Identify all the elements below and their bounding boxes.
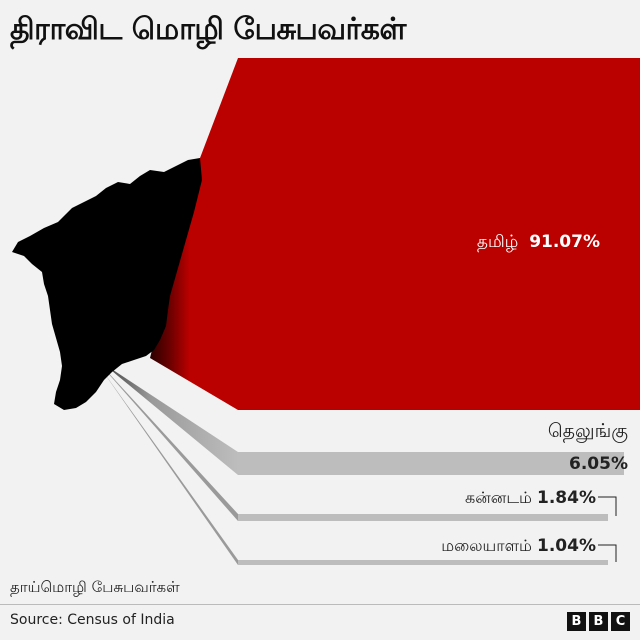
kannada-flow-link <box>104 368 238 521</box>
tamil-name: தமிழ் <box>476 232 519 252</box>
malayalam-leader-line <box>598 544 617 562</box>
kannada-label: கன்னடம் 1.84% <box>465 488 596 509</box>
kannada-value: 1.84% <box>537 488 596 508</box>
telugu-name: தெலுங்கு <box>547 420 628 442</box>
footer-divider <box>0 604 640 605</box>
flow-links <box>102 58 238 565</box>
bar-malayalam <box>238 560 608 565</box>
malayalam-flow-link <box>102 370 238 565</box>
malayalam-value: 1.04% <box>537 536 596 556</box>
bar-tamil <box>238 58 640 410</box>
bar-telugu <box>238 452 624 475</box>
bar-kannada <box>238 514 608 521</box>
malayalam-name: மலையாளம் <box>441 536 532 555</box>
source-note: Source: Census of India <box>10 612 175 628</box>
chart-title: திராவிட மொழி பேசுபவர்கள் <box>10 12 407 47</box>
bbc-logo: B B C <box>567 612 630 631</box>
kannada-leader-line <box>598 496 617 516</box>
logo-letter: B <box>589 612 608 631</box>
malayalam-label: மலையாளம் 1.04% <box>441 536 596 557</box>
tamil-label: தமிழ் 91.07% <box>477 232 600 254</box>
tamil-flow-link <box>150 58 238 410</box>
tamil-nadu-map-icon <box>12 158 202 410</box>
bars-layer <box>238 58 640 565</box>
footnote: தாய்மொழி பேசுபவர்கள் <box>10 578 180 596</box>
kannada-name: கன்னடம் <box>465 488 532 507</box>
logo-letter: C <box>611 612 630 631</box>
telugu-value: 6.05% <box>569 454 628 474</box>
tamil-value: 91.07% <box>529 232 600 252</box>
telugu-flow-link <box>104 364 238 475</box>
logo-letter: B <box>567 612 586 631</box>
